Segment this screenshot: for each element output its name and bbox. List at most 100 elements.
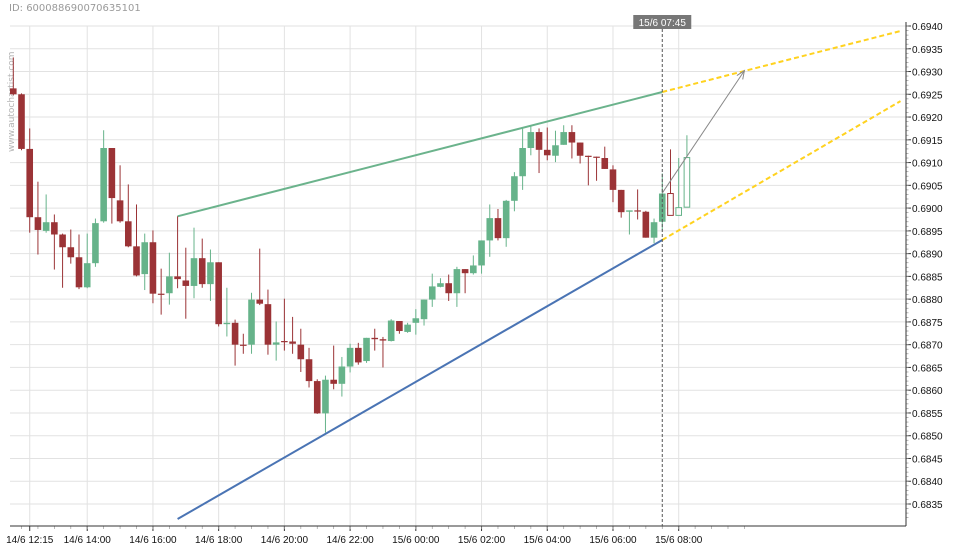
outlined-candle: [667, 149, 674, 216]
candle-body: [223, 322, 231, 325]
candle-body: [601, 158, 609, 169]
candle-body: [59, 234, 66, 248]
y-tick-label: 0.6900: [912, 204, 943, 215]
candle-up: [272, 321, 280, 361]
y-tick-label: 0.6855: [912, 409, 943, 420]
candle-body: [166, 276, 173, 294]
candle-body: [355, 347, 362, 363]
candle-up: [207, 249, 214, 301]
x-tick-label: 14/6 20:00: [261, 535, 309, 546]
candle-body: [486, 218, 494, 241]
candle-down: [59, 233, 66, 288]
candles: [9, 57, 691, 433]
candle-down: [535, 128, 543, 174]
candle-down: [264, 289, 272, 355]
candle-body: [322, 379, 329, 414]
x-tick-label: 15/6 00:00: [392, 535, 440, 546]
candle-up: [190, 227, 198, 299]
candle-body: [387, 320, 395, 342]
candle-down: [124, 184, 132, 248]
x-tick-label: 15/6 02:00: [458, 535, 506, 546]
candle-body: [256, 299, 264, 304]
candle-down: [609, 165, 617, 203]
candle-body: [133, 246, 140, 276]
candle-down: [182, 247, 190, 319]
candle-body: [9, 88, 17, 95]
candle-up: [428, 273, 436, 307]
candle-up: [248, 292, 255, 354]
candle-up: [404, 322, 411, 333]
x-tick-label: 15/6 06:00: [589, 535, 637, 546]
candle-up: [412, 309, 420, 335]
support-line: [177, 239, 663, 520]
candle-up: [519, 128, 526, 190]
candle-up: [650, 218, 658, 244]
candle-down: [494, 209, 502, 241]
candle-down: [174, 216, 181, 289]
candle-up: [338, 356, 346, 397]
candle-body: [124, 221, 132, 247]
candle-body: [585, 155, 592, 157]
y-tick-label: 0.6895: [912, 227, 943, 238]
candle-up: [552, 130, 559, 163]
candle-body: [215, 262, 222, 325]
candle-down: [116, 165, 124, 223]
candle-up: [322, 375, 329, 433]
candle-body: [511, 176, 518, 201]
y-tick-label: 0.6920: [912, 113, 943, 124]
candle-body: [617, 189, 625, 213]
candle-down: [256, 248, 264, 306]
x-tick-label: 14/6 16:00: [129, 535, 177, 546]
candle-down: [149, 230, 157, 304]
x-tick-label: 14/6 22:00: [326, 535, 374, 546]
candle-body: [207, 262, 214, 285]
candle-body: [519, 148, 526, 177]
candle-up: [453, 266, 461, 307]
candle-up: [141, 233, 149, 291]
candle-body: [34, 217, 42, 230]
candle-down: [108, 148, 116, 224]
candle-body: [626, 210, 633, 212]
y-tick-label: 0.6905: [912, 181, 943, 192]
candle-up: [92, 218, 99, 267]
candle-down: [634, 189, 641, 220]
chart-id-label: ID: 600088690070635101: [9, 3, 141, 14]
candle-down: [51, 214, 58, 270]
candle-down: [297, 328, 305, 372]
candle-up: [387, 319, 395, 342]
candle-body: [100, 148, 107, 222]
candle-up: [420, 299, 428, 326]
candle-body: [157, 293, 165, 295]
outlined-candle: [683, 135, 691, 208]
y-tick-label: 0.6880: [912, 295, 943, 306]
candle-down: [289, 316, 296, 354]
candle-down: [157, 268, 165, 315]
y-tick-label: 0.6925: [912, 90, 943, 101]
x-tick-label: 15/6 04:00: [524, 535, 572, 546]
candle-down: [198, 238, 206, 288]
y-tick-label: 0.6850: [912, 432, 943, 443]
candle-up: [346, 343, 354, 373]
candle-body: [363, 337, 370, 362]
candle-up: [83, 233, 91, 289]
candle-body: [470, 265, 477, 274]
candle-body: [297, 344, 305, 360]
candle-down: [617, 189, 625, 218]
grid: [10, 25, 906, 526]
candle-up: [486, 204, 494, 257]
candle-up: [511, 172, 518, 212]
outlined-candle: [675, 158, 683, 216]
y-tick-label: 0.6885: [912, 272, 943, 283]
candle-body: [18, 94, 25, 149]
candle-body: [240, 344, 247, 346]
y-tick-label: 0.6835: [912, 500, 943, 511]
trend-lines: [177, 91, 663, 520]
candle-body: [338, 366, 346, 384]
x-tick-label: 14/6 14:00: [64, 535, 112, 546]
candle-body: [568, 132, 576, 143]
candle-body: [51, 222, 58, 235]
candle-down: [75, 234, 83, 290]
candle-body: [379, 339, 387, 341]
y-tick-label: 0.6890: [912, 250, 943, 261]
